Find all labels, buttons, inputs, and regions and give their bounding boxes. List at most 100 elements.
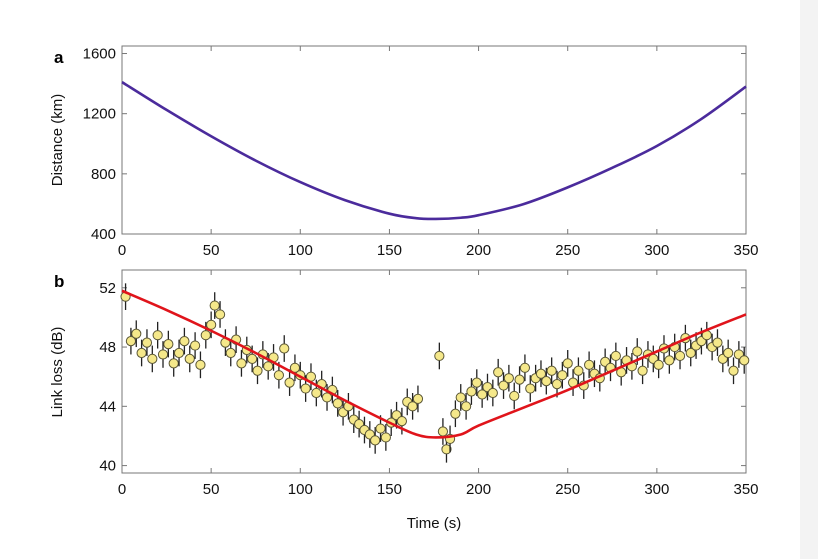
data-point [147,345,158,373]
data-point [535,360,547,388]
data-point [653,351,664,379]
data-point [514,366,525,393]
data-point [380,424,391,451]
data-point [184,345,195,373]
data-point [450,400,461,428]
right-margin-strip [800,0,818,559]
data-point [252,357,263,385]
panel-a-ytick-label: 1200 [83,106,116,123]
data-point [455,384,466,411]
data-point [466,378,477,405]
data-point [616,358,627,386]
data-point [460,392,472,420]
panel-a-xtick-label: 350 [733,242,758,259]
data-point [712,329,723,356]
panel-a-xtick-label: 150 [377,242,402,259]
data-point [168,350,179,377]
panel-b-xtick-label: 50 [203,481,220,498]
panel-a-xtick-label: 100 [288,242,313,259]
panel-a-xtick-label: 250 [555,242,580,259]
data-point [189,332,201,359]
panel-a-xtick-label: 50 [203,242,220,259]
data-point [305,363,317,391]
panel-b-ytick-label: 52 [99,280,116,297]
data-point [263,352,274,380]
panel-a-ytick-label: 1600 [83,46,116,63]
data-point [503,364,514,392]
panel-a-ylabel: Distance (km) [49,94,66,187]
panel-b-xtick-label: 250 [555,481,580,498]
data-point [498,372,509,399]
data-point [557,361,568,389]
data-point [391,401,402,429]
data-point [519,354,531,382]
data-point [541,367,552,395]
data-point [562,350,573,377]
data-point [723,339,734,367]
data-point [152,321,163,349]
data-point [136,339,147,367]
data-point [131,320,142,348]
data-point [225,339,236,367]
panel-b-xtick-label: 150 [377,481,402,498]
data-point [206,311,217,339]
panel-a-xtick-label: 300 [644,242,669,259]
data-point [200,321,211,349]
data-point [487,379,498,407]
panel-b-model-line [121,289,747,439]
data-point [364,421,375,448]
panel-b-ytick-label: 40 [99,458,116,475]
panel-b-xtick-label: 200 [466,481,491,498]
data-point [195,351,206,379]
panel-a-ytick-label: 800 [91,166,116,183]
panel-b: b Link loss (dB) Time (s) 0 50 100 150 200 25… [49,269,759,532]
data-point [632,338,643,365]
data-point [209,292,220,319]
data-point [247,345,258,373]
data-point [685,339,696,367]
panel-a-xtick-label: 200 [466,242,491,259]
panel-b-xtick-label: 100 [288,481,313,498]
data-point [173,339,185,367]
data-point [493,358,504,386]
panel-b-xlabel: Time (s) [407,515,461,532]
panel-b-xtick-label: 300 [644,481,669,498]
data-point [396,407,408,435]
data-point [412,385,424,413]
panel-b-frame [121,269,747,474]
data-point [157,341,169,368]
panel-a: a Distance (km) 0 50 100 150 200 250 300 350 400… [49,45,759,259]
data-point [546,357,557,385]
data-point [477,381,488,408]
data-point [179,327,190,355]
data-point [125,327,137,355]
data-point [509,382,520,410]
panel-a-label: a [54,48,64,67]
data-point [141,329,153,356]
data-point [284,369,295,396]
panel-b-xtick-label: 350 [733,481,758,498]
data-point [525,375,536,402]
data-point [407,392,418,420]
data-point [637,357,648,385]
panel-a-frame [121,45,747,235]
data-point [664,347,675,374]
panel-a-distance-line [121,80,747,221]
data-point [584,351,595,379]
data-point [279,335,290,362]
panel-b-ylabel: Link loss (dB) [49,327,66,418]
data-point [434,342,445,370]
data-point [321,384,333,411]
data-point [610,342,621,370]
panel-b-xtick-label: 0 [118,481,126,498]
panel-a-ytick-label: 400 [91,226,116,243]
data-point [573,357,584,385]
data-point [674,342,686,370]
data-point [332,390,343,417]
panel-b-ytick-label: 44 [99,398,116,415]
panel-a-xtick-label: 0 [118,242,126,259]
panel-b-label: b [54,272,64,291]
data-point [728,357,739,385]
data-point [471,369,482,396]
